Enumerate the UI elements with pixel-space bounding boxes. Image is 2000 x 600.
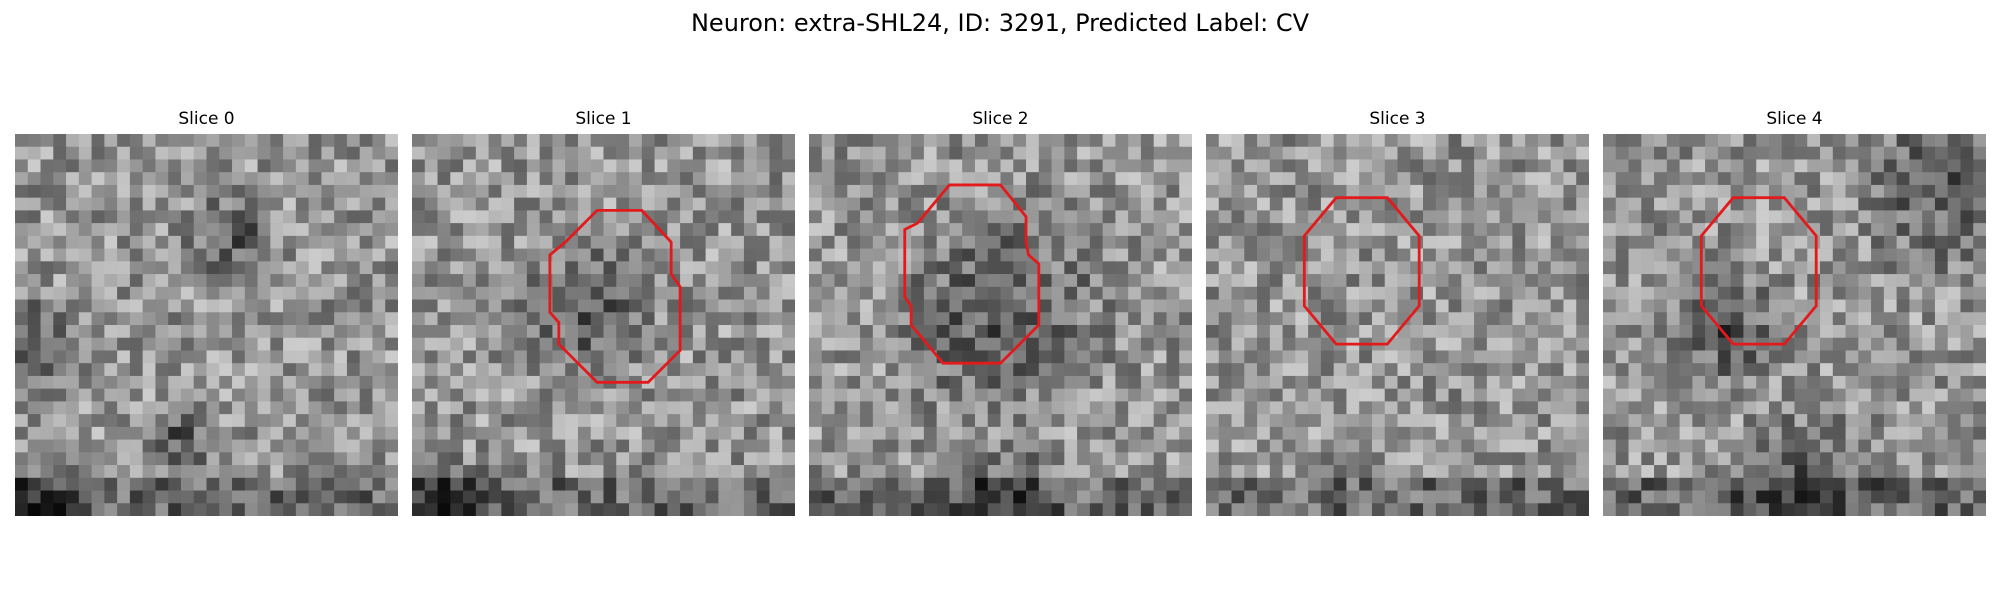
- contour-outline-slice-2: [903, 183, 1041, 365]
- grayscale-image-slice-4: [1603, 134, 1986, 516]
- grayscale-image-slice-1: [412, 134, 795, 516]
- contour-outline-slice-1: [548, 208, 682, 384]
- image-panel-slice-0: [15, 134, 398, 516]
- image-panel-slice-4: [1603, 134, 1986, 516]
- contour-outline-slice-3: [1302, 196, 1421, 346]
- panel-title-slice-0: Slice 0: [178, 109, 235, 129]
- grayscale-image-slice-0: [15, 134, 398, 516]
- panel-title-slice-4: Slice 4: [1766, 109, 1823, 129]
- image-panel-slice-2: [809, 134, 1192, 516]
- panel-title-slice-1: Slice 1: [575, 109, 632, 129]
- panel-title-slice-3: Slice 3: [1369, 109, 1426, 129]
- contour-outline-slice-4: [1699, 196, 1818, 346]
- image-panel-slice-1: [412, 134, 795, 516]
- image-panel-slice-3: [1206, 134, 1589, 516]
- figure-title: Neuron: extra-SHL24, ID: 3291, Predicted…: [690, 9, 1310, 37]
- grayscale-image-slice-3: [1206, 134, 1589, 516]
- grayscale-image-slice-2: [809, 134, 1192, 516]
- panel-title-slice-2: Slice 2: [972, 109, 1029, 129]
